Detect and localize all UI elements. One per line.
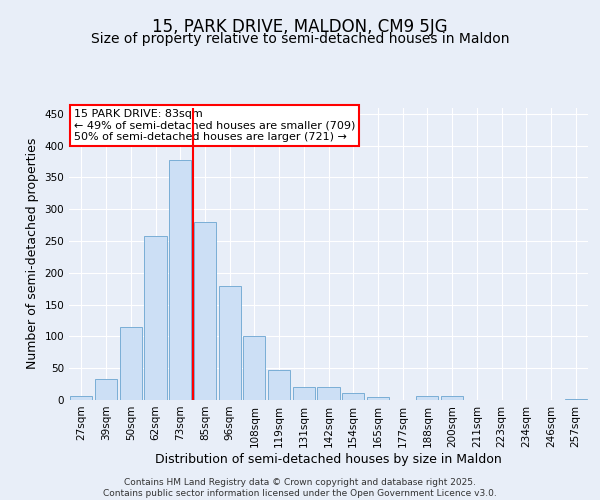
Bar — [416, 396, 439, 400]
Bar — [367, 397, 389, 400]
Bar — [119, 327, 142, 400]
Y-axis label: Number of semi-detached properties: Number of semi-detached properties — [26, 138, 39, 370]
Bar — [145, 236, 167, 400]
Bar — [194, 222, 216, 400]
Bar — [70, 396, 92, 400]
Text: Size of property relative to semi-detached houses in Maldon: Size of property relative to semi-detach… — [91, 32, 509, 46]
Text: 15, PARK DRIVE, MALDON, CM9 5JG: 15, PARK DRIVE, MALDON, CM9 5JG — [152, 18, 448, 36]
Bar — [95, 379, 117, 400]
Bar — [293, 388, 315, 400]
Bar — [268, 370, 290, 400]
Bar — [565, 398, 587, 400]
Bar — [169, 160, 191, 400]
Bar — [218, 286, 241, 400]
Bar — [441, 396, 463, 400]
Text: 15 PARK DRIVE: 83sqm
← 49% of semi-detached houses are smaller (709)
50% of semi: 15 PARK DRIVE: 83sqm ← 49% of semi-detac… — [74, 109, 356, 142]
Text: Contains HM Land Registry data © Crown copyright and database right 2025.
Contai: Contains HM Land Registry data © Crown c… — [103, 478, 497, 498]
X-axis label: Distribution of semi-detached houses by size in Maldon: Distribution of semi-detached houses by … — [155, 452, 502, 466]
Bar — [243, 336, 265, 400]
Bar — [342, 393, 364, 400]
Bar — [317, 388, 340, 400]
